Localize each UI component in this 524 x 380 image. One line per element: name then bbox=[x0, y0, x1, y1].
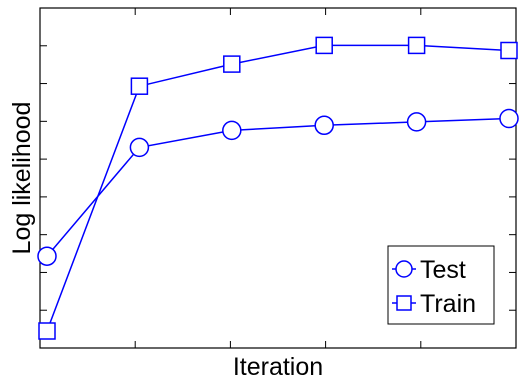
legend-test-label: Test bbox=[420, 256, 466, 284]
train-point bbox=[500, 41, 518, 60]
test-point bbox=[406, 112, 427, 132]
legend-test-marker bbox=[395, 260, 413, 278]
train-point bbox=[130, 77, 149, 95]
x-axis-label: Iteration bbox=[233, 353, 323, 380]
test-point bbox=[129, 137, 150, 158]
y-axis-label: Log likelihood bbox=[8, 102, 36, 255]
train-point bbox=[38, 322, 56, 340]
legend-train-marker bbox=[396, 295, 412, 311]
train-series-line bbox=[46, 44, 510, 332]
x-axis-ticks bbox=[134, 8, 422, 348]
train-point bbox=[407, 36, 426, 55]
test-point bbox=[499, 108, 519, 129]
legend-box bbox=[387, 245, 495, 325]
train-point bbox=[223, 55, 241, 73]
test-series-line bbox=[46, 117, 510, 257]
test-point bbox=[314, 115, 334, 136]
train-point bbox=[315, 36, 333, 55]
test-point bbox=[37, 246, 57, 266]
series-layer bbox=[37, 36, 519, 340]
y-axis-ticks bbox=[40, 45, 516, 311]
test-point bbox=[222, 120, 242, 141]
legend-train-label: Train bbox=[420, 290, 476, 318]
legend: Test Train bbox=[387, 245, 495, 325]
